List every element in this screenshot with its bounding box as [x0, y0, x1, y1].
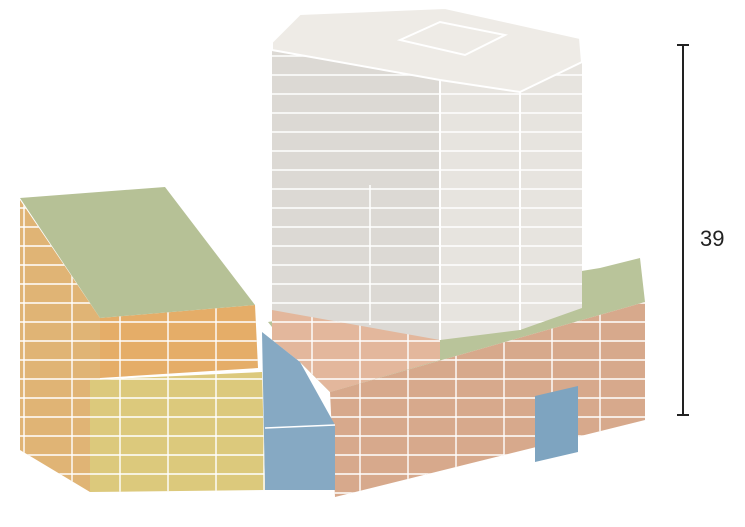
left-roof — [20, 187, 255, 318]
left-upper-lines — [100, 305, 258, 378]
right-window — [535, 386, 578, 462]
left-lower-lines — [90, 372, 265, 492]
tower-right-lines — [440, 62, 582, 340]
right-front-lines — [330, 302, 645, 497]
void-edge — [264, 424, 336, 429]
tower-roof — [271, 6, 584, 94]
left-block — [20, 187, 265, 492]
scale-label: 39 — [700, 226, 724, 251]
scale-bar: 39 — [677, 44, 724, 416]
tower — [271, 6, 584, 340]
inner-face-lines — [272, 305, 440, 392]
tower-left-lines — [272, 50, 440, 340]
blue-void — [262, 332, 335, 490]
roof-detail — [396, 20, 509, 57]
left-side-lines — [20, 200, 100, 492]
